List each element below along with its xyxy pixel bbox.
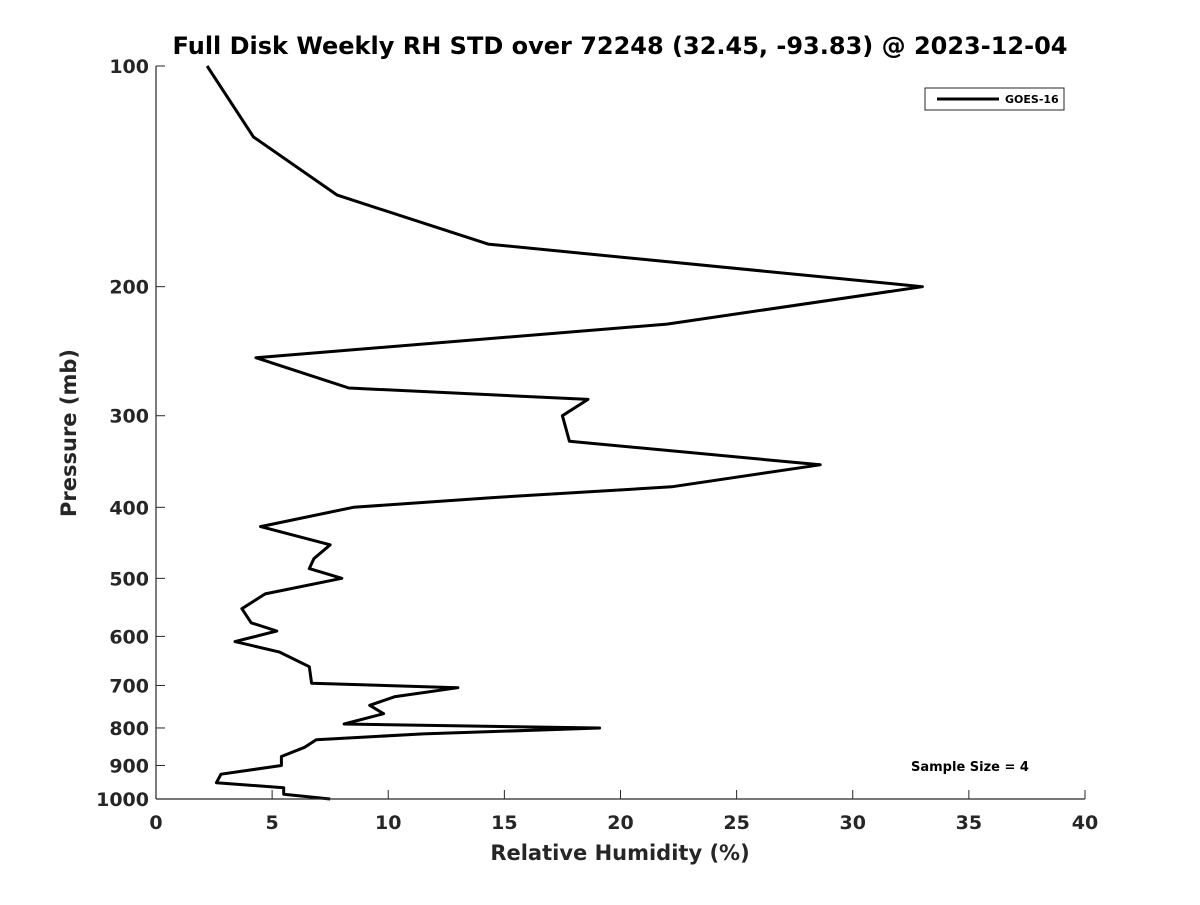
y-tick-label: 900 [109,755,149,777]
y-tick-label: 400 [109,497,149,519]
legend: GOES-16 [924,87,1065,111]
y-tick-label: 600 [109,626,149,648]
x-tick-label: 0 [149,812,162,834]
series-line-goes-16 [205,65,924,801]
y-tick-label: 200 [109,277,149,299]
y-tick-label: 1000 [96,789,149,811]
sample-size-annotation: Sample Size = 4 [911,760,1029,775]
y-tick-label: 500 [109,568,149,590]
x-tick-label: 5 [266,812,279,834]
plot-area [205,65,924,801]
x-tick-label: 30 [840,812,866,834]
x-tick-label: 20 [607,812,633,834]
x-tick-label: 15 [491,812,517,834]
y-tick-label: 100 [109,56,149,78]
x-tick-label: 10 [375,812,401,834]
x-tick-label: 35 [956,812,982,834]
legend-label-goes-16: GOES-16 [1005,93,1059,106]
y-tick-label: 300 [109,406,149,428]
y-tick-label: 800 [109,718,149,740]
y-axis-label: Pressure (mb) [57,349,81,517]
y-ticks: 100 200 300 400 500 600 700 800 900 1000 [96,56,165,811]
x-ticks: 0 5 10 15 20 25 30 35 40 [149,790,1098,834]
chart-title: Full Disk Weekly RH STD over 72248 (32.4… [173,32,1068,60]
y-tick-label: 700 [109,675,149,697]
x-tick-label: 40 [1072,812,1098,834]
x-axis-label: Relative Humidity (%) [490,841,749,865]
x-tick-label: 25 [723,812,749,834]
